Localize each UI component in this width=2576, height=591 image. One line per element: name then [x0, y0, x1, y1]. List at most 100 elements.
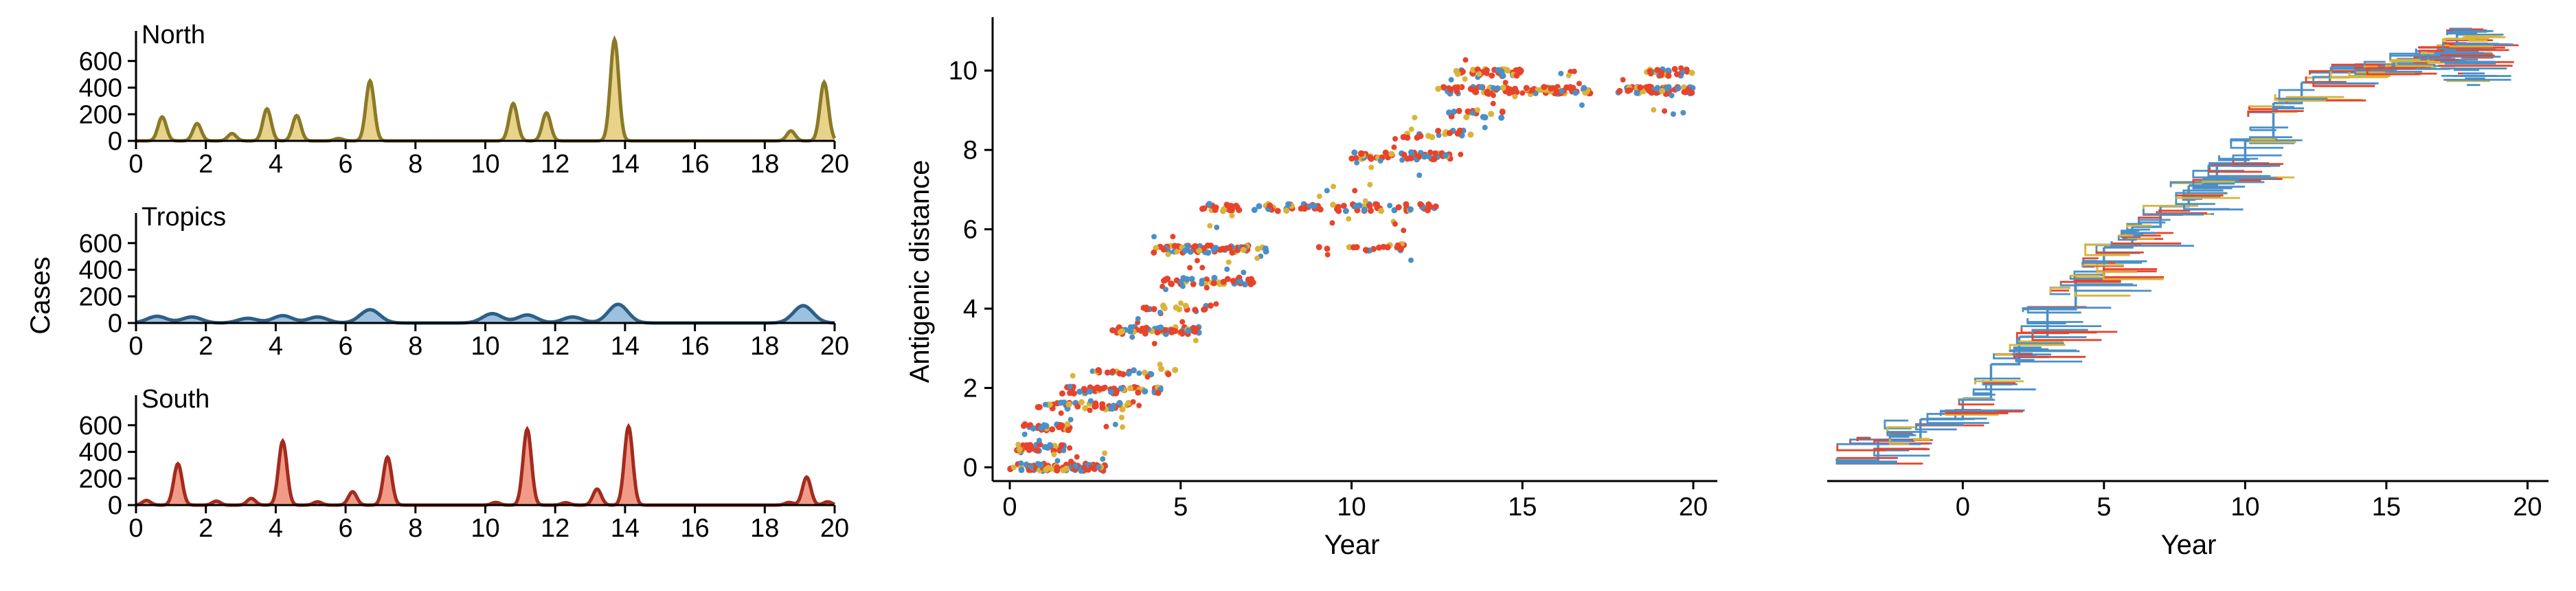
scatter-point — [1354, 159, 1360, 166]
tree-branch — [2175, 197, 2240, 199]
scatter-point — [1206, 201, 1213, 208]
scatter-point — [1482, 124, 1488, 131]
scatter-point — [1670, 111, 1676, 117]
scatter-point — [1188, 276, 1195, 282]
scatter-point — [1125, 370, 1132, 377]
scatter-point — [1274, 208, 1281, 214]
south-x-tick-label: 4 — [269, 514, 283, 543]
scatter-point — [1157, 309, 1163, 315]
scatter-point — [1519, 90, 1526, 96]
scatter-point — [1467, 131, 1474, 138]
scatter-point — [1064, 421, 1071, 427]
scatter-point — [1425, 133, 1432, 140]
tree-x-tick-label: 10 — [2230, 493, 2259, 522]
scatter-point — [1118, 414, 1125, 421]
scatter-point — [1094, 384, 1101, 391]
scatter-point — [1158, 366, 1164, 372]
scatter-point — [1395, 204, 1402, 211]
tree-branch — [2126, 227, 2150, 231]
scatter-point — [1388, 150, 1395, 157]
scatter-point — [1210, 280, 1217, 287]
tree-branch — [2366, 68, 2421, 76]
scatter-point — [1465, 108, 1471, 115]
tree-branch — [1974, 380, 2024, 385]
scatter-point — [1116, 399, 1123, 406]
scatter-point — [1102, 450, 1108, 456]
scatter-point — [1192, 243, 1199, 249]
scatter-point — [1172, 366, 1179, 373]
scatter-point — [1654, 67, 1661, 74]
scatter-point — [1028, 464, 1034, 470]
scatter-point — [1157, 361, 1163, 368]
scatter-point — [1224, 266, 1230, 272]
scatter-point — [1100, 456, 1106, 462]
tree-branch — [1873, 449, 1930, 457]
scatter-point — [1427, 203, 1434, 210]
scatter-point — [1187, 248, 1194, 255]
tropics-x-tick-label: 14 — [611, 332, 640, 361]
tree-branch — [2183, 203, 2230, 210]
tree-branch — [2207, 170, 2271, 177]
north-x-tick-label: 0 — [128, 150, 143, 179]
scatter-point — [1054, 458, 1061, 464]
scatter-x-tick-label: 10 — [1337, 493, 1366, 522]
south-x-tick-label: 2 — [199, 514, 213, 543]
antigenic-distance-panel: 0 2 4 6 8 10 0 5 10 15 20 — [949, 17, 1717, 522]
scatter-point — [1502, 80, 1509, 86]
scatter-point — [1096, 465, 1102, 470]
tree-branch — [2348, 71, 2391, 77]
scatter-point — [1647, 68, 1653, 75]
tree-branch — [2192, 170, 2244, 173]
scatter-point — [1144, 374, 1151, 380]
tree-branch — [2395, 61, 2434, 67]
tree-branch — [2121, 230, 2137, 232]
scatter-point — [1078, 399, 1085, 405]
scatter-point — [1067, 416, 1074, 423]
tree-branch — [1939, 410, 1998, 416]
tree-branch — [2389, 59, 2435, 63]
scatter-point — [1407, 206, 1414, 213]
scatter-point — [1230, 278, 1236, 285]
scatter-point — [1454, 84, 1461, 91]
tree-branch — [2272, 107, 2305, 111]
tree-branch — [1954, 415, 1975, 421]
scatter-point — [1448, 77, 1454, 83]
scatter-point — [1092, 403, 1099, 410]
scatter-point — [1087, 388, 1094, 395]
scatter-point — [1028, 445, 1035, 451]
tropics-y-tick-label: 0 — [108, 309, 122, 338]
scatter-point — [1254, 255, 1261, 261]
scatter-point — [1399, 157, 1405, 163]
south-x-tick-label: 8 — [408, 514, 422, 543]
tree-branch — [2026, 318, 2066, 324]
scatter-point — [1558, 71, 1564, 76]
south-x-tick-label: 0 — [128, 514, 143, 543]
scatter-point — [1065, 427, 1072, 434]
scatter-point — [1241, 269, 1247, 276]
scatter-point — [1512, 85, 1518, 92]
scatter-point — [1151, 249, 1157, 256]
scatter-point — [1362, 198, 1368, 204]
tree-branch — [1884, 423, 1912, 430]
south-x-tick-label: 6 — [339, 514, 353, 543]
scatter-point — [1046, 401, 1053, 408]
scatter-point — [1160, 246, 1167, 253]
scatter-point — [1616, 87, 1623, 94]
scatter-point — [1067, 445, 1073, 451]
scatter-point — [1058, 410, 1064, 416]
scatter-point — [1021, 421, 1028, 427]
tropics-x-tick-label: 8 — [408, 332, 422, 361]
scatter-point — [1432, 203, 1439, 210]
south-y-tick-label: 600 — [79, 412, 122, 441]
tree-branch — [2022, 308, 2060, 313]
tree-branch — [2418, 49, 2445, 53]
scatter-point — [1173, 277, 1180, 284]
tree-branch — [2182, 199, 2196, 201]
tree-branch — [2192, 172, 2230, 179]
north-x-tick-label: 10 — [471, 150, 499, 179]
scatter-point — [1474, 66, 1481, 73]
tree-branch — [2096, 267, 2137, 274]
tree-branch — [2081, 261, 2109, 265]
tropics-y-tick-label: 400 — [79, 256, 122, 285]
